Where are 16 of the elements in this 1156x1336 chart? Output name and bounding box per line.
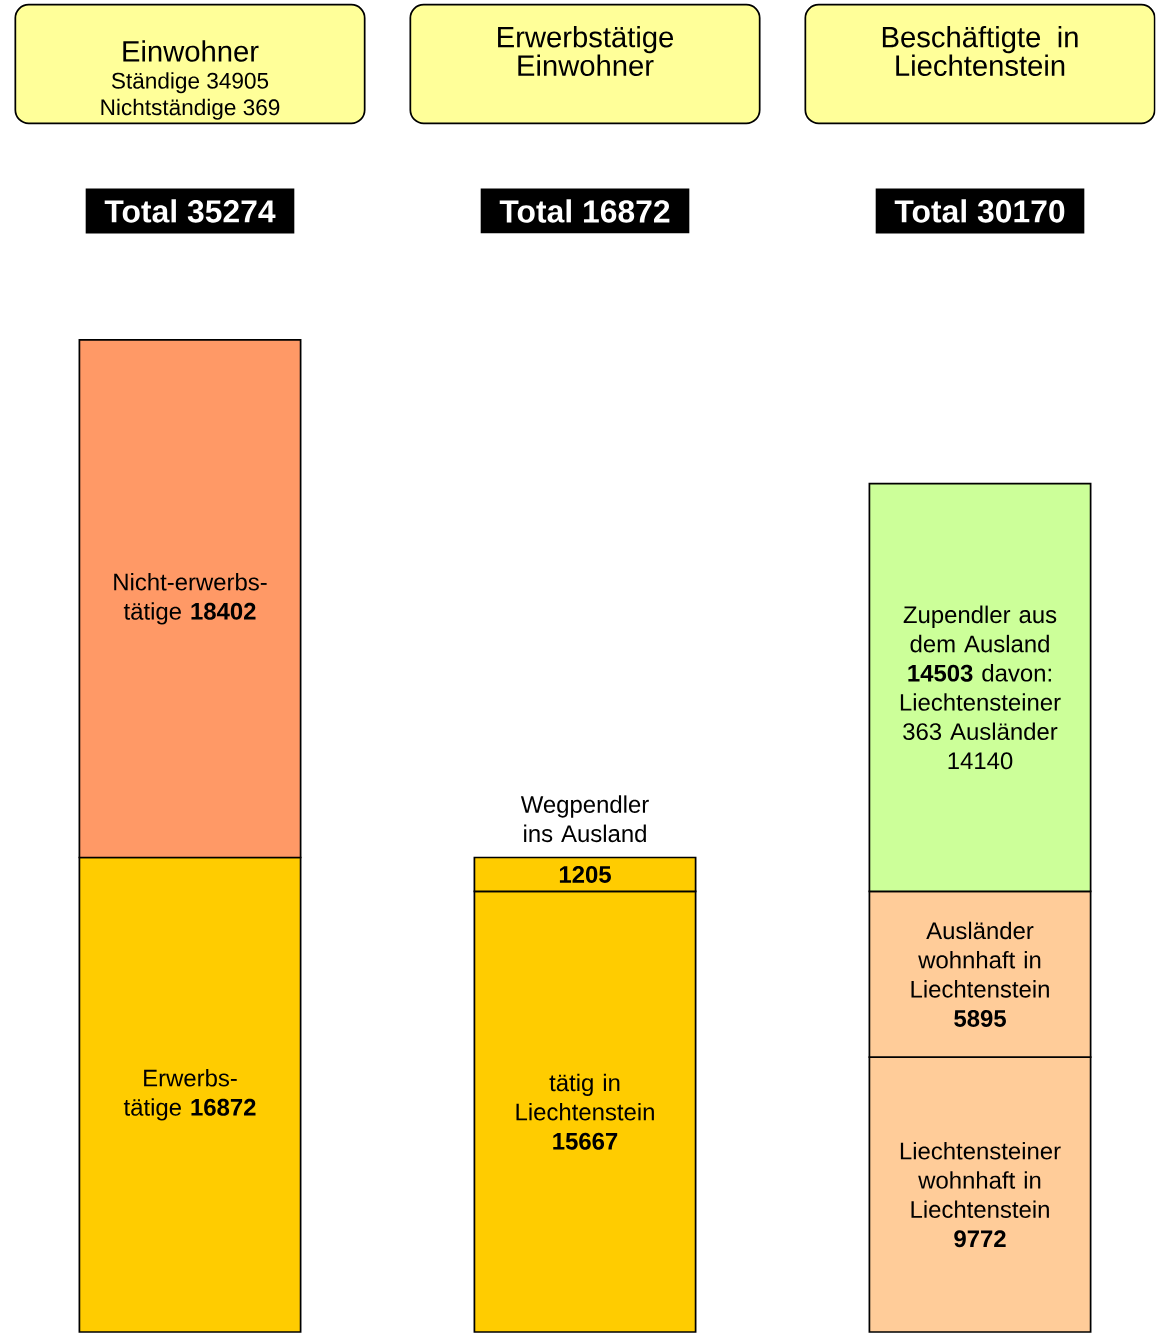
x-tick-label: Beschäftigte in Liechtenstein — [883, 25, 1078, 76]
x-tick-label: Einwohner — [123, 40, 259, 62]
text: Total 16872 — [499, 199, 670, 223]
data-label: Zupendler aus dem Ausland 14503 davon: Liechtensteiner 363 Ausländer 14140 — [901, 605, 1061, 770]
text: Total 35274 — [104, 199, 276, 223]
text: Nichtständige 369 — [101, 98, 280, 120]
text: Ständige 34905 — [112, 72, 269, 94]
annotation: Wegpendler ins Ausland — [521, 795, 650, 843]
text: Total 30170 — [894, 199, 1065, 223]
data-label: Nicht-erwerbs-tätige 18402 — [114, 572, 267, 625]
data-label: Erwerbs-tätige 16872 — [124, 1068, 256, 1121]
x-tick-label: Erwerbstätige Einwohner — [498, 25, 674, 76]
data-label: 1205 — [560, 865, 612, 883]
data-label: Ausländer wohnhaft in Liechtenstein 5895 — [911, 921, 1050, 1027]
data-label: tätig in Liechtenstein 15667 — [516, 1073, 655, 1150]
data-label: Liechtensteiner wohnhaft in Liechtenstein 9772 — [901, 1141, 1061, 1248]
